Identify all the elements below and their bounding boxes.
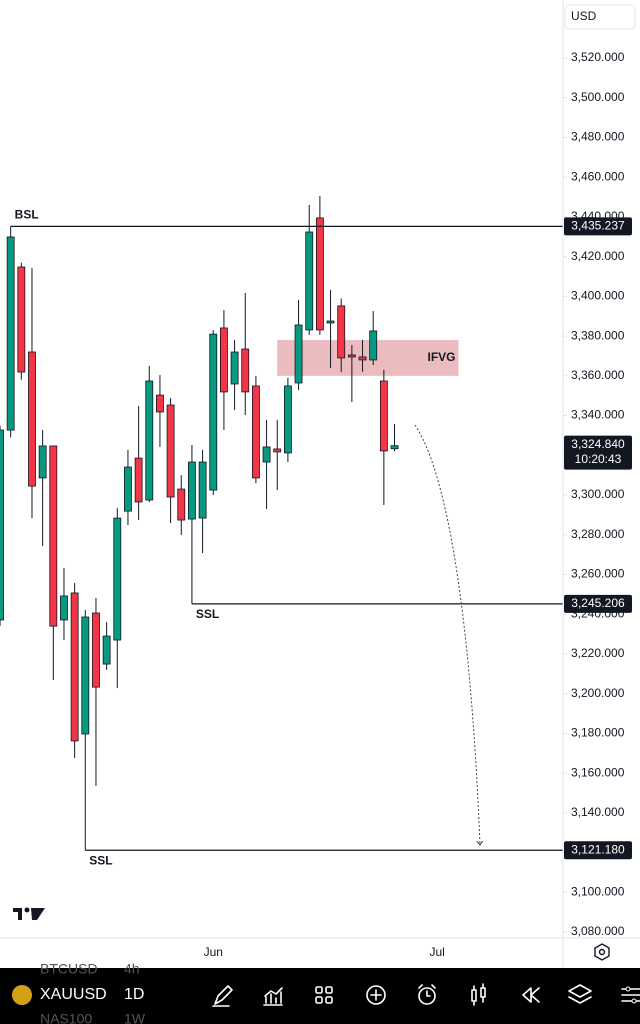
y-tick-label: 3,460.000 [571, 169, 625, 183]
candle-body [177, 488, 186, 521]
level-label: SSL [89, 853, 112, 867]
y-tick-label: 3,480.000 [571, 130, 625, 144]
candle-body [113, 517, 122, 641]
candle-body [17, 266, 26, 373]
ifvg-zone [277, 340, 459, 376]
candle-body [188, 461, 196, 520]
candle-body [251, 385, 260, 479]
plot-area: IFVG BSL SSL SSL [0, 196, 563, 867]
candle-body [326, 320, 335, 324]
candle-body [369, 330, 378, 361]
projection-arrow [414, 424, 480, 845]
level-label: SSL [196, 607, 219, 621]
last-price-label: 3,324.840 [571, 437, 625, 451]
y-tick-label: 3,340.000 [571, 408, 625, 422]
candle-body [294, 324, 303, 384]
replay[interactable] [522, 987, 540, 1003]
candle-body [38, 445, 47, 479]
symbol[interactable]: XAUUSD [40, 986, 107, 1003]
last-price-box [564, 435, 632, 470]
candle-body [283, 385, 292, 454]
chart-type[interactable] [471, 983, 486, 1006]
layouts[interactable] [315, 986, 333, 1004]
symbol-icon [12, 985, 32, 1005]
candle-body [134, 457, 143, 503]
y-tick-label: 3,520.000 [571, 50, 625, 64]
y-tick-label: 3,080.000 [571, 924, 625, 938]
candle-body [305, 231, 314, 331]
y-tick-label: 3,220.000 [571, 646, 625, 660]
candle-body [337, 305, 346, 359]
settings-icon[interactable] [594, 943, 610, 961]
candle-body [379, 380, 388, 452]
y-tick-label: 3,280.000 [571, 527, 625, 541]
watchlist-interval: 4h [124, 961, 140, 977]
y-tick-label: 3,140.000 [571, 805, 625, 819]
y-tick-label: 3,160.000 [571, 765, 625, 779]
add[interactable] [366, 985, 386, 1005]
candle-body [70, 592, 79, 742]
currency: USD [571, 9, 597, 23]
candle-body [220, 327, 228, 393]
y-tick-label: 3,360.000 [571, 368, 625, 382]
tv-logo [13, 907, 45, 920]
currency-button[interactable] [564, 4, 636, 30]
candle-body [102, 635, 111, 665]
candle-body [92, 612, 100, 688]
level-price-label: 3,435.237 [571, 219, 625, 233]
y-tick-label: 3,260.000 [571, 567, 625, 581]
candle-body [230, 351, 239, 385]
y-tick-label: 3,400.000 [571, 289, 625, 303]
level-price-label: 3,245.206 [571, 596, 625, 610]
y-tick-label: 3,380.000 [571, 328, 625, 342]
candle-body [273, 448, 282, 453]
layers[interactable] [568, 984, 592, 1004]
level-price-box [564, 594, 632, 613]
candle-body [347, 354, 356, 358]
level-price-box [564, 841, 632, 860]
candle-body [315, 217, 324, 331]
candle-body [0, 429, 4, 621]
candle-body [209, 333, 218, 491]
countdown: 10:20:43 [575, 452, 622, 466]
candle-body [81, 616, 90, 735]
interval[interactable]: 1D [124, 986, 144, 1003]
indicators[interactable] [263, 987, 283, 1006]
candle-body [49, 445, 58, 627]
candle-body [241, 348, 250, 393]
draw-tool[interactable] [212, 985, 233, 1007]
candle-body [60, 595, 68, 621]
level-price-label: 3,121.180 [571, 842, 625, 856]
y-tick-label: 3,300.000 [571, 487, 625, 501]
candle-body [262, 446, 271, 463]
candle-body [124, 466, 132, 512]
alert[interactable] [418, 984, 436, 1005]
candle-body [28, 351, 36, 487]
level-price-box [564, 217, 632, 236]
candle-body [145, 380, 154, 501]
watchlist-symbol: BTCUSD [40, 961, 98, 977]
x-tick-label: Jun [204, 945, 223, 959]
watchlist-symbol: NAS100 [40, 1011, 92, 1024]
settings[interactable] [621, 986, 640, 1004]
y-tick-label: 3,180.000 [571, 726, 625, 740]
x-tick-label: Jul [430, 945, 445, 959]
y-tick-label: 3,500.000 [571, 90, 625, 104]
candle-body [390, 445, 399, 450]
candle-body [156, 394, 164, 413]
zone-label: IFVG [427, 350, 455, 364]
candle-body [358, 356, 367, 361]
y-tick-label: 3,420.000 [571, 249, 625, 263]
candle-body [198, 461, 207, 519]
y-tick-label: 3,200.000 [571, 686, 625, 700]
candle-body [166, 404, 175, 498]
y-tick-label: 3,100.000 [571, 884, 625, 898]
level-label: BSL [15, 208, 39, 222]
candle-body [6, 236, 15, 431]
watchlist-interval: 1W [124, 1011, 146, 1024]
